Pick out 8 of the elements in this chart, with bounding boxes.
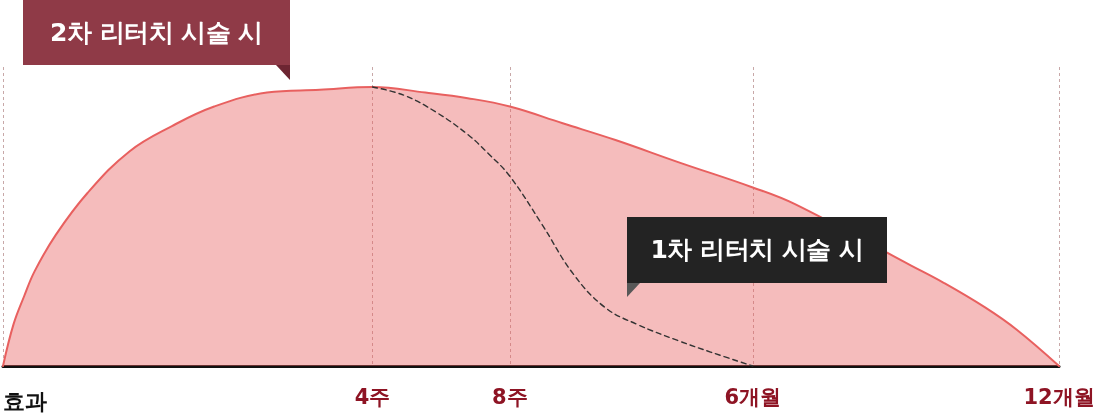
x-tick-label: 6개월 [724, 384, 782, 409]
x-tick-label: 8주 [492, 384, 528, 409]
x-tick-label: 12개월 [1023, 384, 1095, 409]
callout-box: 2차 리터치 시술 시 [23, 0, 290, 65]
series-label: 2차 리터치 시술 시 [49, 17, 263, 47]
x-tick-label: 4주 [354, 384, 391, 409]
x-axis-title: 효과 [3, 388, 47, 414]
callout-box: 1차 리터치 시술 시 [627, 217, 887, 283]
